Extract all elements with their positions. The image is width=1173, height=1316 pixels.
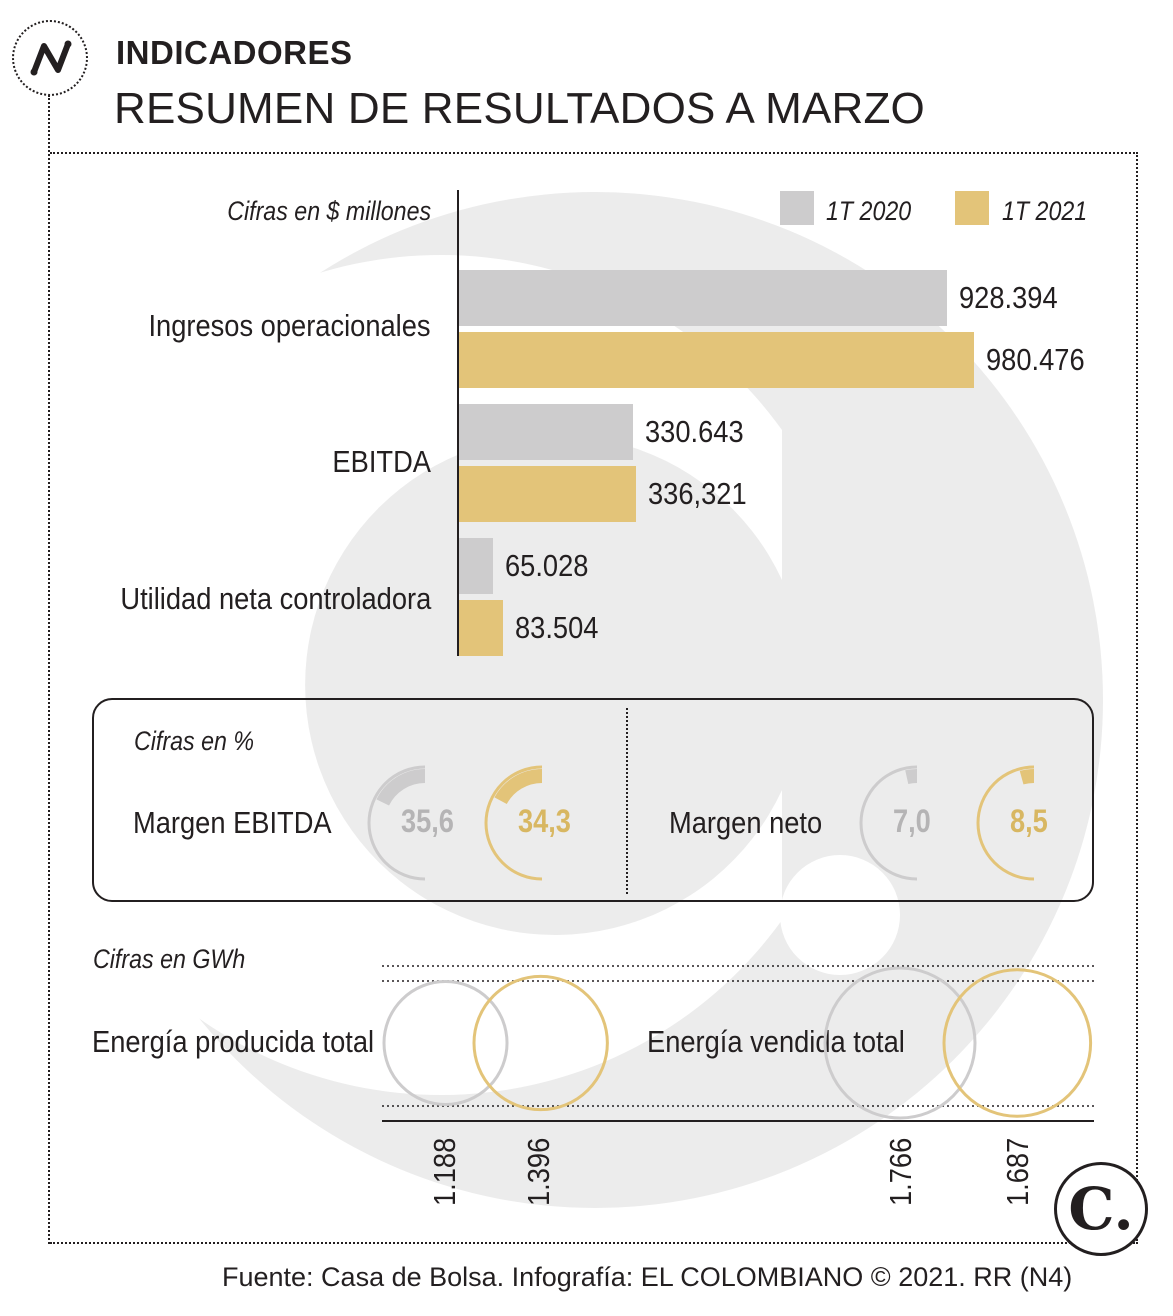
chart-frame <box>50 152 1138 1244</box>
category-label: Utilidad neta controladora <box>120 581 431 616</box>
donut-value-arc <box>376 769 426 806</box>
category-label: Ingresos operacionales <box>148 308 431 343</box>
bar-2020 <box>459 538 494 594</box>
bar-unit-note: Cifras en $ millones <box>227 196 431 226</box>
bar-value-label: 928.394 <box>958 280 1058 315</box>
legend-swatch-2020 <box>780 191 814 225</box>
legend-label-2021: 1T 2021 <box>1002 196 1088 226</box>
bar-2020 <box>459 404 633 460</box>
bar-value-label: 980.476 <box>986 342 1085 377</box>
page-title: RESUMEN DE RESULTADOS A MARZO <box>114 84 925 133</box>
energy-unit-note: Cifras en GWh <box>93 944 246 974</box>
category-label: EBITDA <box>332 444 431 479</box>
donut-ring <box>859 765 918 881</box>
energy-bubble-2020 <box>382 979 509 1107</box>
el-colombiano-logo: C. <box>1054 1162 1148 1256</box>
bar-axis-line <box>457 190 459 656</box>
donut-value-label: 34,3 <box>518 803 571 839</box>
energy-value-label: 1.188 <box>427 1137 462 1206</box>
donut-value-arc <box>905 769 918 785</box>
source-note: Fuente: Casa de Bolsa. Infografía: EL CO… <box>222 1262 1073 1292</box>
energy-value-label: 1.687 <box>1000 1137 1035 1206</box>
line-trend-icon <box>12 20 88 96</box>
bar-value-label: 330.643 <box>644 414 744 449</box>
donut-value-label: 35,6 <box>401 803 454 839</box>
energy-producida-label: Energía producida total <box>92 1024 375 1059</box>
energy-value-label: 1.766 <box>883 1137 918 1206</box>
margin-ebitda-label: Margen EBITDA <box>133 805 332 840</box>
margin-panel <box>92 698 1094 902</box>
legend-label-2020: 1T 2020 <box>826 196 912 226</box>
bar-value-label: 336,321 <box>647 476 747 511</box>
bar-value-label: 83.504 <box>514 610 599 645</box>
energy-bubble-2020 <box>823 966 977 1120</box>
donut-value-label: 8,5 <box>1010 803 1048 839</box>
donut-ring <box>367 765 426 881</box>
frame-border-left <box>48 95 50 1244</box>
margin-neto-label: Margen neto <box>669 805 823 840</box>
donut-value-label: 7,0 <box>893 803 931 839</box>
energy-vendida-label: Energía vendida total <box>647 1024 905 1059</box>
bar-2021 <box>459 332 974 388</box>
bar-2020 <box>459 270 947 326</box>
bar-2021 <box>459 600 503 656</box>
energy-value-label: 1.396 <box>521 1137 556 1206</box>
donut-value-arc <box>1019 769 1035 785</box>
energy-bubble-2021 <box>942 968 1093 1118</box>
donut-value-arc <box>494 769 543 805</box>
margin-unit-note: Cifras en % <box>134 726 255 756</box>
kicker: INDICADORES <box>116 34 353 71</box>
bar-2021 <box>459 466 636 522</box>
legend-swatch-2021 <box>955 191 989 225</box>
donut-ring <box>484 765 543 881</box>
donut-ring <box>976 765 1035 881</box>
margin-panel-divider <box>626 708 628 894</box>
bar-value-label: 65.028 <box>505 548 589 583</box>
energy-bubble-2021 <box>472 974 609 1112</box>
